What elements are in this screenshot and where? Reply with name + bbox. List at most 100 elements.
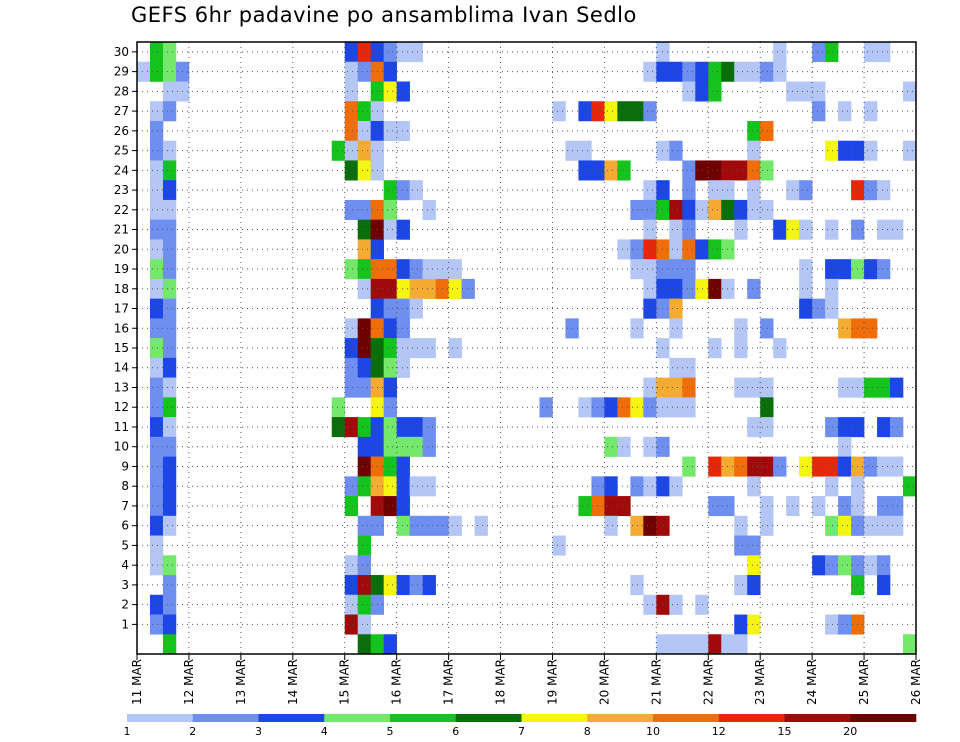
heatmap-cell xyxy=(812,298,826,319)
heatmap-cell xyxy=(149,219,164,240)
heatmap-cell xyxy=(344,259,359,280)
heatmap-cell xyxy=(695,81,709,102)
heatmap-cell xyxy=(396,476,410,497)
heatmap-cell xyxy=(682,61,696,82)
heatmap-cell xyxy=(162,42,177,63)
y-tick-label: 23 xyxy=(114,183,129,197)
heatmap-cell xyxy=(409,180,423,201)
heatmap-cell xyxy=(357,594,371,615)
heatmap-cell xyxy=(669,298,683,319)
heatmap-cell xyxy=(799,259,813,280)
heatmap-cell xyxy=(383,357,397,378)
heatmap-cell xyxy=(669,140,683,161)
heatmap-cell xyxy=(682,160,696,181)
heatmap-cell xyxy=(747,614,761,635)
heatmap-cell xyxy=(357,278,371,299)
heatmap-cell xyxy=(396,436,410,457)
heatmap-cell xyxy=(357,377,371,398)
heatmap-cell xyxy=(357,259,371,280)
heatmap-cell xyxy=(149,357,164,378)
heatmap-cell xyxy=(409,259,423,280)
heatmap-cell xyxy=(162,575,177,596)
heatmap-cell xyxy=(162,318,177,339)
heatmap-cell xyxy=(422,515,436,536)
heatmap-cell xyxy=(864,318,878,339)
heatmap-cell xyxy=(162,555,177,576)
heatmap-cell xyxy=(448,259,462,280)
heatmap-cell xyxy=(409,515,423,536)
y-tick-label: 21 xyxy=(114,223,129,237)
heatmap-cell xyxy=(344,120,359,142)
heatmap-cell xyxy=(396,219,410,240)
heatmap-cell xyxy=(396,357,410,378)
heatmap-cell xyxy=(344,199,359,220)
heatmap-cell xyxy=(747,456,761,477)
heatmap-cell xyxy=(682,357,696,378)
x-tick-label: 17 MAR xyxy=(442,659,456,705)
colorbar-segment xyxy=(718,714,785,722)
heatmap-cell xyxy=(760,318,774,339)
heatmap-cell xyxy=(448,515,462,536)
heatmap-cell xyxy=(734,535,748,556)
heatmap-cell xyxy=(357,239,371,260)
heatmap-cell xyxy=(396,456,410,477)
heatmap-cell xyxy=(149,278,164,299)
heatmap-cell xyxy=(591,476,605,497)
heatmap-cell xyxy=(773,219,787,240)
heatmap-cell xyxy=(799,298,813,319)
y-tick-label: 5 xyxy=(121,538,129,552)
heatmap-cell xyxy=(604,160,618,181)
heatmap-cell xyxy=(149,436,164,457)
heatmap-cell xyxy=(903,476,917,497)
heatmap-cell xyxy=(149,614,164,635)
heatmap-cell xyxy=(708,634,722,655)
heatmap-cell xyxy=(604,397,618,418)
x-tick-label: 13 MAR xyxy=(234,659,248,705)
heatmap-cell xyxy=(747,555,761,576)
heatmap-cell xyxy=(708,180,722,201)
heatmap-cell xyxy=(396,120,410,142)
colorbar: 1 2 3 4 5 6 7 8 10 12 15 20 xyxy=(124,714,917,738)
x-tick-label: 16 MAR xyxy=(390,659,404,705)
heatmap-cell xyxy=(825,555,839,576)
heatmap-cell xyxy=(331,140,346,161)
heatmap-cell xyxy=(149,456,164,477)
y-tick-label: 10 xyxy=(114,440,129,454)
heatmap-cell xyxy=(890,377,904,398)
heatmap-cell xyxy=(162,436,177,457)
heatmap-cell xyxy=(747,535,761,556)
heatmap-cell xyxy=(383,298,397,319)
heatmap-cell xyxy=(669,199,683,220)
heatmap-cell xyxy=(591,160,605,181)
heatmap-cell xyxy=(162,456,177,477)
heatmap-cell xyxy=(344,338,359,359)
y-tick-label: 28 xyxy=(114,84,129,98)
x-tick-label: 14 MAR xyxy=(286,659,300,705)
heatmap-cell xyxy=(760,417,774,438)
heatmap-cell xyxy=(708,338,722,359)
heatmap-cell xyxy=(149,180,164,201)
heatmap-cell xyxy=(838,417,852,438)
heatmap-cell xyxy=(877,377,891,398)
heatmap-cell xyxy=(396,338,410,359)
heatmap-cell xyxy=(708,239,722,260)
heatmap-cell xyxy=(864,555,878,576)
heatmap-cell xyxy=(864,140,878,161)
heatmap-cell xyxy=(357,160,371,181)
heatmap-cell xyxy=(890,496,904,517)
heatmap-cell xyxy=(734,338,748,359)
heatmap-cell xyxy=(825,278,839,299)
heatmap-cell xyxy=(825,417,839,438)
heatmap-cell xyxy=(682,180,696,201)
x-tick-label: 11 MAR xyxy=(130,659,144,705)
colorbar-label: 4 xyxy=(321,725,328,738)
heatmap-cell xyxy=(149,199,164,220)
heatmap-cell xyxy=(838,555,852,576)
heatmap-cell xyxy=(838,456,852,477)
y-axis: 1234567891011121314151617181920212223242… xyxy=(114,45,137,631)
heatmap-cell xyxy=(422,199,436,220)
heatmap-cell xyxy=(812,555,826,576)
heatmap-cell xyxy=(149,338,164,359)
heatmap-cell xyxy=(331,417,346,438)
heatmap-cell xyxy=(162,377,177,398)
